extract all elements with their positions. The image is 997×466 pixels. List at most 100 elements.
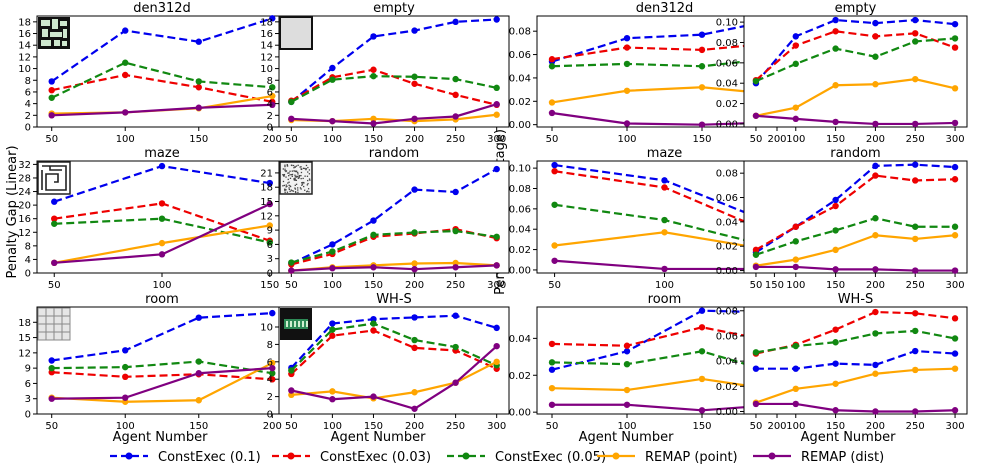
data-point [951,163,959,171]
y-tick-label: 9 [25,364,31,375]
series-line [551,56,778,68]
series-line [51,367,273,400]
data-point [752,251,760,258]
data-point [912,177,919,184]
data-point [912,366,919,374]
data-point [288,98,295,106]
series-constexec-0-1 [51,162,273,205]
data-point [872,266,879,273]
series-line [290,75,497,103]
data-point [792,33,799,40]
data-point [370,320,377,327]
data-point [51,198,58,205]
data-point [792,263,799,271]
x-tick-label: 50 [45,421,58,432]
panel-title: empty [835,1,877,16]
data-point [551,242,558,249]
series-remap-dist [752,263,959,274]
empty-map-icon [279,16,313,50]
x-tick-label: 150 [189,134,208,145]
series-line [551,111,778,126]
x-tick-label: 150 [826,421,845,432]
data-point [548,63,556,70]
data-point [266,200,273,208]
x-tick-label: 150 [364,134,383,145]
panel-title: WH-S [838,292,874,307]
data-point [912,75,919,83]
data-point [288,267,295,274]
y-tick-label: 0.10 [716,18,738,29]
data-point [370,217,377,224]
data-point [548,359,556,366]
x-tick-label: 150 [765,280,784,291]
data-point [122,373,129,381]
series-line [551,350,778,375]
x-tick-label: 100 [617,421,636,432]
data-point [548,340,556,348]
data-point [493,324,500,332]
data-point [329,320,336,327]
data-point [329,64,336,72]
data-point [872,330,879,337]
series-line [551,41,778,61]
x-tick-label: 50 [750,421,763,432]
data-point [288,259,295,266]
series-constexec-0-1 [48,309,276,364]
data-point [551,257,558,264]
data-point [792,385,799,393]
data-point [872,33,879,40]
data-point [329,241,336,248]
y-tick-label: 2 [25,111,31,122]
data-point [752,77,760,85]
y-tick-label: 4 [25,255,31,266]
data-point [493,16,500,23]
data-point [269,84,276,91]
data-point [195,397,202,404]
data-point [698,121,706,128]
y-tick-label: 0.00 [716,266,738,277]
data-point [792,256,799,263]
y-tick-label: 14 [18,41,31,52]
series-line [51,61,273,99]
legend-marker [125,452,133,460]
y-tick-label: 0 [25,410,31,421]
series-remap-point [752,365,959,406]
y-tick-label: 14 [260,41,273,52]
x-tick-label: 150 [692,134,711,145]
y-tick-label: 28 [18,173,31,184]
x-tick-label: 200 [866,421,885,432]
x-tick-label: 250 [446,134,465,145]
series-line [755,234,956,267]
panel-title: den312d [636,1,694,16]
data-point [370,72,377,80]
data-point [792,104,799,111]
data-point [792,60,799,68]
y-tick-label: 0 [267,269,273,280]
data-point [452,75,459,83]
data-point [411,229,418,236]
series-constexec-0-1 [752,347,959,372]
data-point [951,20,959,28]
y-tick-label: 16 [260,29,273,40]
data-point [698,46,706,54]
data-point [832,246,839,254]
data-point [329,326,336,333]
series-line [755,265,956,272]
y-tick-label: 0.06 [509,50,531,61]
data-point [872,53,879,60]
y-tick-label: 0.04 [716,357,738,368]
chart-panel-random-linear: random 0 3 6 9 12 15 18 21 50 100 150 200 250 300 [260,146,510,291]
series-line [755,329,956,354]
data-point [951,232,959,239]
data-point [195,370,202,377]
y-tick-label: 24 [18,187,31,198]
panel-title: WH-S [376,292,412,307]
data-point [158,215,166,222]
data-point [195,78,202,85]
x-tick-label: 100 [152,280,171,291]
data-point [832,28,839,35]
data-point [872,81,879,88]
data-point [195,358,202,365]
